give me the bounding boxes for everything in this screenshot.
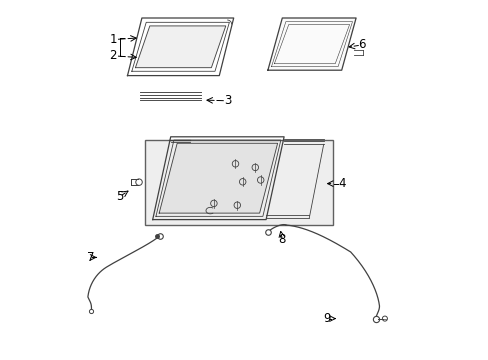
- Text: 2: 2: [109, 49, 117, 62]
- Text: 7: 7: [87, 251, 94, 264]
- Text: 1: 1: [109, 33, 117, 46]
- Polygon shape: [135, 26, 225, 68]
- Text: 4: 4: [337, 177, 345, 190]
- Text: 8: 8: [278, 233, 285, 246]
- Polygon shape: [267, 18, 355, 70]
- Text: 6: 6: [357, 39, 365, 51]
- Text: 3: 3: [224, 94, 231, 107]
- Text: 5: 5: [116, 190, 124, 203]
- Text: 9: 9: [323, 312, 330, 325]
- Bar: [145, 140, 332, 225]
- Polygon shape: [159, 143, 277, 213]
